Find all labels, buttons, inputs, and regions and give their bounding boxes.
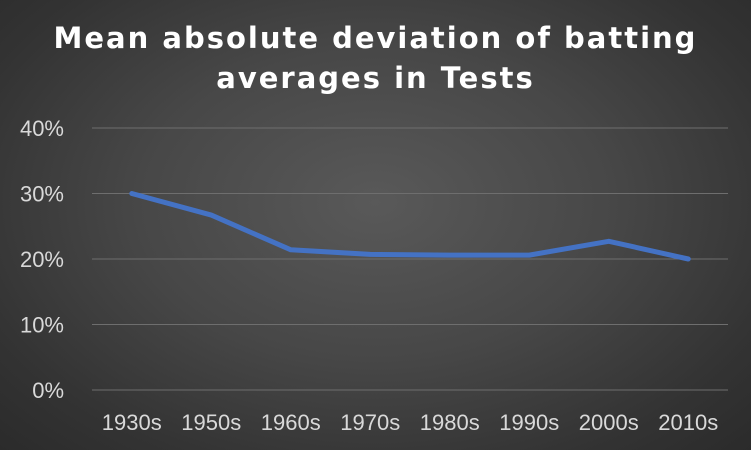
y-tick-label: 10% <box>20 313 64 338</box>
series-lines <box>129 191 691 262</box>
series-line <box>129 191 691 262</box>
x-tick-label: 1990s <box>499 410 559 435</box>
gridlines <box>92 127 728 391</box>
y-tick-label: 0% <box>32 378 64 403</box>
y-axis-tick-labels: 0% 10% 20% 30% 40% <box>20 116 64 403</box>
y-tick-label: 40% <box>20 116 64 141</box>
x-tick-label: 2010s <box>658 410 718 435</box>
x-tick-label: 1930s <box>102 410 162 435</box>
x-axis-tick-labels: 1930s 1950s 1960s 1970s 1980s 1990s 2000s 2010s <box>102 410 718 435</box>
x-tick-label: 1960s <box>261 410 321 435</box>
x-tick-label: 1980s <box>420 410 480 435</box>
chart-title: Mean absolute deviation of batting avera… <box>0 18 751 98</box>
y-tick-label: 20% <box>20 247 64 272</box>
chart-title-line-1: Mean absolute deviation of batting <box>53 21 698 55</box>
chart-title-line-2: averages in Tests <box>216 61 535 95</box>
x-tick-label: 2000s <box>579 410 639 435</box>
x-tick-label: 1970s <box>340 410 400 435</box>
x-tick-label: 1950s <box>181 410 241 435</box>
y-tick-label: 30% <box>20 182 64 207</box>
